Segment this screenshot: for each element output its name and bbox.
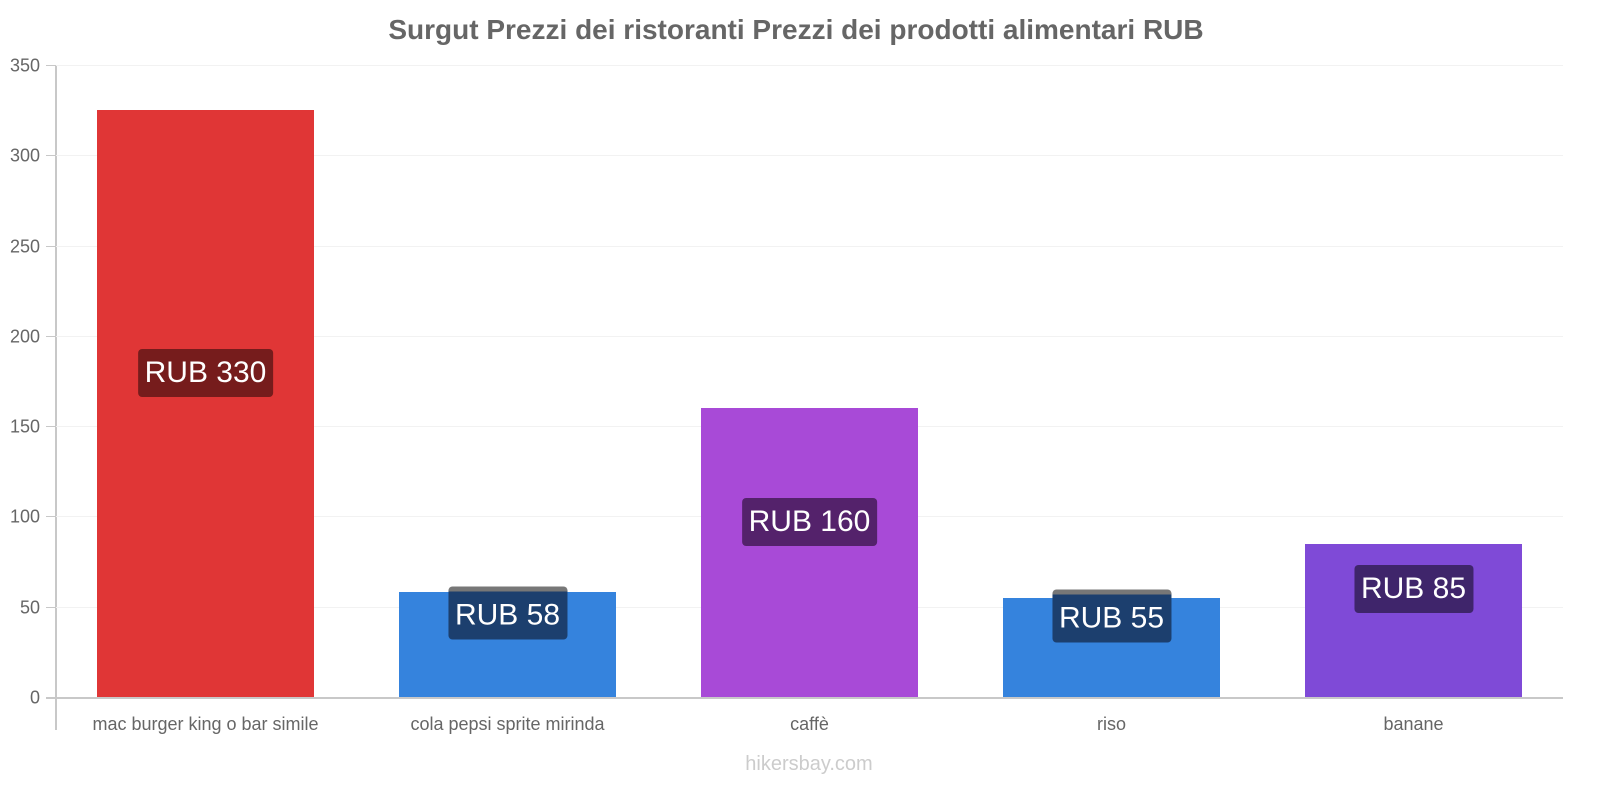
bar-value-label: RUB 58 (447, 586, 568, 640)
y-tick-mark (46, 65, 56, 66)
y-tick-label: 0 (29, 687, 40, 708)
x-category-label: mac burger king o bar simile (92, 714, 319, 734)
y-tick-mark (46, 697, 56, 698)
y-tick-label: 100 (9, 506, 40, 527)
source-watermark: hikersbay.com (745, 753, 873, 775)
x-category-label: cola pepsi sprite mirinda (410, 714, 605, 734)
bar-value-label: RUB 160 (741, 498, 878, 546)
y-tick-label: 150 (9, 416, 40, 437)
y-tick-label: 250 (9, 236, 40, 257)
bar-1[interactable] (97, 110, 314, 697)
y-tick-mark (46, 606, 56, 608)
y-tick-mark (46, 245, 56, 247)
y-tick-label: 300 (9, 145, 40, 166)
y-axis-line (55, 65, 57, 730)
chart-title: Surgut Prezzi dei ristoranti Prezzi dei … (388, 14, 1204, 45)
x-axis-line (46, 697, 1563, 699)
y-tick-mark (46, 155, 56, 157)
bar-3[interactable] (701, 408, 918, 697)
x-category-label: riso (1096, 714, 1127, 734)
y-tick-mark (46, 426, 56, 428)
gridline (56, 245, 1563, 247)
x-category-label: caffè (790, 714, 829, 734)
y-tick-label: 50 (19, 597, 40, 618)
bar-value-label: RUB 85 (1353, 565, 1474, 613)
y-tick-label: 350 (9, 55, 40, 76)
bar-value-label: RUB 55 (1051, 589, 1172, 643)
gridline (56, 335, 1563, 337)
gridline (56, 155, 1563, 157)
y-tick-label: 200 (9, 326, 40, 347)
y-tick-mark (46, 516, 56, 518)
bar-value-label: RUB 330 (137, 349, 274, 397)
y-tick-mark (46, 335, 56, 337)
x-category-label: banane (1383, 714, 1444, 734)
gridline (56, 65, 1563, 66)
